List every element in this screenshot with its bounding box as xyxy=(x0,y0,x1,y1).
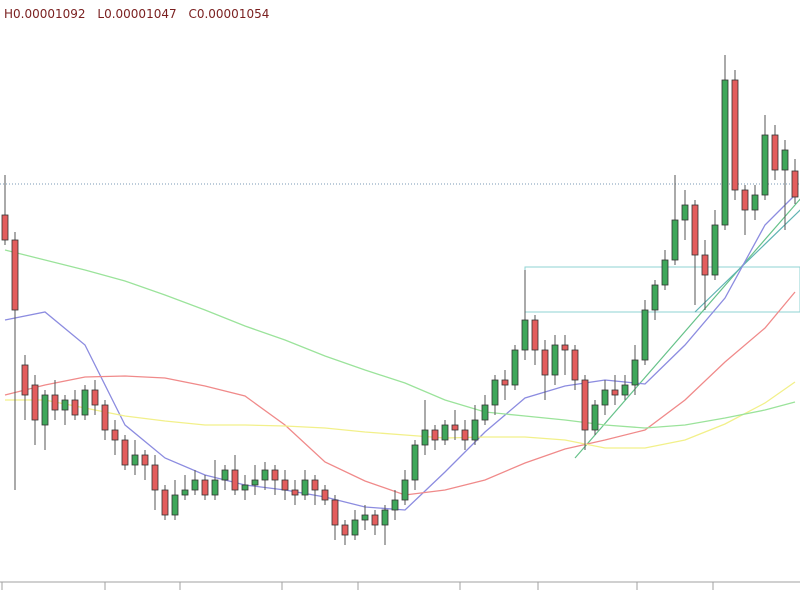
candle-body xyxy=(381,509,389,526)
candle-body xyxy=(121,439,129,466)
trend-line xyxy=(574,198,800,459)
candle-body xyxy=(431,429,439,441)
candle-body xyxy=(661,259,669,286)
candle-body xyxy=(681,204,689,221)
moving-average xyxy=(4,194,796,511)
candle-body xyxy=(461,429,469,441)
candle-body xyxy=(181,489,189,496)
candle-body xyxy=(361,514,369,521)
candle-body xyxy=(721,79,729,226)
candle-body xyxy=(331,499,339,526)
close-label: C xyxy=(188,7,196,21)
candle-body xyxy=(511,349,519,386)
ohlc-header: H0.00001092 L0.00001047 C0.00001054 xyxy=(4,7,269,21)
candle-body xyxy=(411,444,419,481)
candle-body xyxy=(701,254,709,276)
candle-body xyxy=(211,479,219,496)
candle-body xyxy=(21,364,29,396)
candle-body xyxy=(731,79,739,191)
candle-body xyxy=(781,149,789,171)
candle-body xyxy=(41,394,49,426)
candle-body xyxy=(761,134,769,196)
candle-body xyxy=(61,399,69,411)
candle-body xyxy=(641,309,649,361)
indicators xyxy=(4,194,796,511)
candle-body xyxy=(111,429,119,441)
candle-body xyxy=(591,404,599,431)
candle-body xyxy=(371,514,379,526)
candle-body xyxy=(201,479,209,496)
candle-body xyxy=(351,519,359,536)
candle-body xyxy=(161,489,169,516)
candle-body xyxy=(541,349,549,376)
candle-body xyxy=(671,219,679,261)
candle-body xyxy=(401,479,409,501)
candle-body xyxy=(301,479,309,496)
candle-body xyxy=(141,454,149,466)
candle-body xyxy=(771,134,779,171)
candle-body xyxy=(521,319,529,351)
candle-body xyxy=(31,384,39,421)
candle-body xyxy=(621,384,629,396)
moving-average xyxy=(5,381,796,449)
candle-body xyxy=(471,419,479,441)
candle-body xyxy=(691,204,699,256)
candle-body xyxy=(91,389,99,406)
low-label: L xyxy=(97,7,104,21)
candle-body xyxy=(601,389,609,406)
candle-body xyxy=(451,424,459,431)
candle-body xyxy=(501,379,509,386)
candle-body xyxy=(551,344,559,376)
candle-body xyxy=(561,344,569,351)
candle-body xyxy=(631,359,639,386)
high-label: H xyxy=(4,7,13,21)
candle-body xyxy=(171,494,179,516)
candle-body xyxy=(491,379,499,406)
candle-body xyxy=(651,284,659,311)
candle-body xyxy=(191,479,199,491)
candle-body xyxy=(421,429,429,446)
candle-body xyxy=(341,524,349,536)
candle-body xyxy=(1,214,9,241)
candle-body xyxy=(51,394,59,411)
candle-body xyxy=(251,479,259,486)
candle-body xyxy=(261,469,269,481)
candles xyxy=(1,55,799,545)
candle-body xyxy=(231,469,239,491)
moving-average xyxy=(4,249,796,429)
candle-body xyxy=(751,194,759,211)
candle-body xyxy=(611,389,619,396)
candle-body xyxy=(221,469,229,481)
low-value: 0.00001047 xyxy=(104,7,177,21)
candle-body xyxy=(101,404,109,431)
candle-body xyxy=(131,454,139,466)
candle-body xyxy=(151,464,159,491)
candle-body xyxy=(311,479,319,491)
candle-body xyxy=(571,349,579,381)
candle-body xyxy=(241,484,249,491)
candle-body xyxy=(71,399,79,416)
candle-body xyxy=(441,424,449,441)
candle-body xyxy=(481,404,489,421)
candle-body xyxy=(271,469,279,481)
candle-body xyxy=(321,489,329,501)
candle-body xyxy=(281,479,289,491)
close-value: 0.00001054 xyxy=(197,7,270,21)
candle-body xyxy=(711,224,719,276)
candle-body xyxy=(391,499,399,511)
candle-body xyxy=(741,189,749,211)
candle-body xyxy=(291,489,299,496)
time-axis xyxy=(0,581,800,590)
candle-body xyxy=(11,239,19,311)
candle-body xyxy=(531,319,539,351)
high-value: 0.00001092 xyxy=(13,7,86,21)
candle-body xyxy=(581,379,589,431)
candle-body xyxy=(81,389,89,416)
candle-body xyxy=(791,170,799,198)
